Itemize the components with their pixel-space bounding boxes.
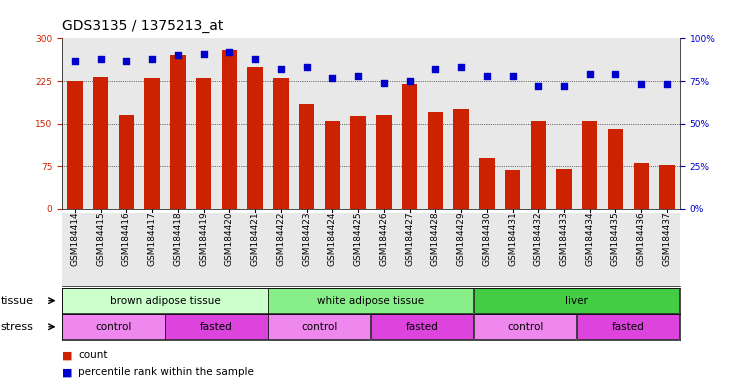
Point: [121, 58, 132, 64]
Bar: [634, 164, 649, 209]
Point: [481, 73, 493, 79]
Bar: [67, 81, 83, 209]
Point: [224, 49, 235, 55]
Text: liver: liver: [566, 296, 588, 306]
Text: tissue: tissue: [1, 296, 34, 306]
Text: GDS3135 / 1375213_at: GDS3135 / 1375213_at: [62, 19, 224, 33]
Point: [198, 51, 210, 57]
Point: [455, 64, 467, 70]
Point: [172, 52, 183, 58]
Text: percentile rank within the sample: percentile rank within the sample: [78, 367, 254, 377]
Bar: [62, 314, 164, 339]
Bar: [247, 67, 263, 209]
Text: control: control: [507, 322, 544, 332]
Text: control: control: [301, 322, 338, 332]
Bar: [428, 112, 443, 209]
Point: [430, 66, 442, 72]
Bar: [582, 121, 597, 209]
Text: stress: stress: [1, 322, 34, 332]
Point: [327, 74, 338, 81]
Bar: [474, 288, 679, 313]
Bar: [531, 121, 546, 209]
Bar: [196, 78, 211, 209]
Text: brown adipose tissue: brown adipose tissue: [110, 296, 221, 306]
Text: count: count: [78, 350, 107, 360]
Text: white adipose tissue: white adipose tissue: [317, 296, 425, 306]
Bar: [62, 288, 268, 313]
Bar: [118, 115, 135, 209]
Point: [507, 73, 518, 79]
Bar: [556, 169, 572, 209]
Bar: [93, 77, 108, 209]
Point: [661, 81, 673, 88]
Bar: [474, 314, 576, 339]
Bar: [479, 158, 494, 209]
Point: [584, 71, 596, 77]
Bar: [453, 109, 469, 209]
Bar: [505, 170, 520, 209]
Bar: [577, 314, 679, 339]
Bar: [659, 165, 675, 209]
Bar: [402, 84, 417, 209]
Point: [352, 73, 364, 79]
Point: [146, 56, 158, 62]
Text: ■: ■: [62, 367, 72, 377]
Bar: [268, 288, 474, 313]
Text: ■: ■: [62, 350, 72, 360]
Point: [69, 58, 81, 64]
Text: control: control: [96, 322, 132, 332]
Bar: [273, 78, 289, 209]
Bar: [268, 314, 371, 339]
Text: fasted: fasted: [406, 322, 439, 332]
Bar: [299, 104, 314, 209]
Bar: [165, 314, 268, 339]
Bar: [371, 314, 474, 339]
Point: [95, 56, 107, 62]
Bar: [350, 116, 366, 209]
Point: [635, 81, 647, 88]
Bar: [145, 78, 160, 209]
Point: [404, 78, 415, 84]
Point: [275, 66, 287, 72]
Point: [378, 79, 390, 86]
Bar: [170, 55, 186, 209]
Point: [558, 83, 570, 89]
Text: fasted: fasted: [612, 322, 645, 332]
Text: fasted: fasted: [200, 322, 233, 332]
Bar: [376, 115, 392, 209]
Point: [532, 83, 544, 89]
Bar: [221, 50, 237, 209]
Bar: [325, 121, 340, 209]
Point: [610, 71, 621, 77]
Bar: [607, 129, 624, 209]
Point: [300, 64, 312, 70]
Point: [249, 56, 261, 62]
